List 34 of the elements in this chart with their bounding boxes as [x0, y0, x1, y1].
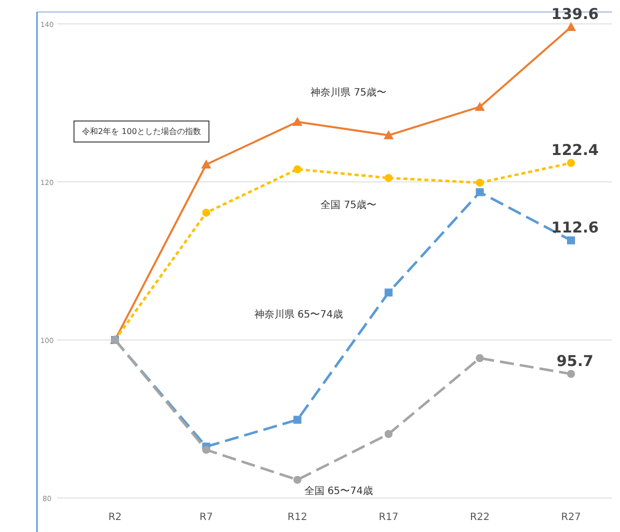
point	[384, 430, 393, 438]
point	[476, 178, 484, 187]
point	[292, 116, 302, 126]
x-tick-label: R27	[561, 512, 581, 523]
x-tick-label: R7	[200, 512, 213, 523]
point	[293, 165, 302, 174]
point	[567, 236, 575, 244]
point	[202, 208, 210, 217]
x-tick-label: R12	[288, 512, 308, 523]
data-label: 122.4	[551, 140, 599, 159]
data-label: 112.6	[551, 218, 599, 236]
annotation: 令和2年を 100とした場合の指数	[82, 127, 201, 136]
text: 全国 75歳〜	[320, 198, 377, 211]
x-tick-label: R17	[378, 512, 398, 523]
x-tick-label: R22	[470, 512, 490, 523]
point	[474, 102, 485, 111]
point	[384, 288, 393, 297]
data-label: 95.7	[556, 352, 594, 370]
point	[567, 370, 575, 378]
point	[476, 354, 484, 362]
point	[476, 188, 484, 196]
x-tick-label: R2	[108, 512, 122, 523]
point	[202, 446, 210, 454]
point	[567, 158, 575, 167]
point	[384, 130, 394, 140]
series-label: 全国 65〜74歳	[304, 484, 373, 497]
text: 神奈川県 75歳〜	[310, 86, 387, 98]
point	[293, 476, 302, 484]
data-label: 139.6	[551, 5, 599, 24]
point	[293, 416, 302, 424]
point	[201, 160, 212, 169]
point	[384, 174, 393, 182]
text: 神奈川県 65〜74歳	[254, 308, 343, 321]
point	[566, 22, 576, 32]
